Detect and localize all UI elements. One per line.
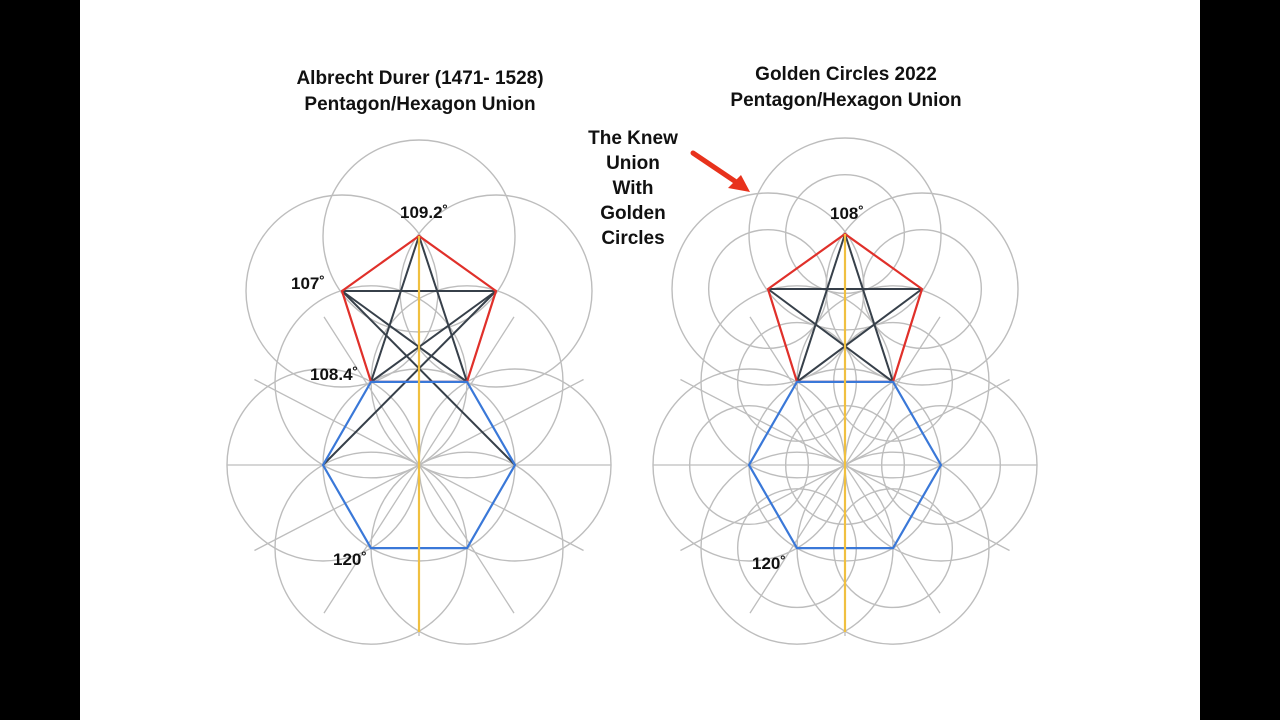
- angle-label: 108.4˚: [310, 365, 358, 384]
- annotation-line: The Knew: [588, 128, 678, 149]
- durer-diagram: [226, 139, 612, 645]
- diagonal-line: [322, 290, 497, 466]
- left-title-line1: Albrecht Durer (1471- 1528): [296, 68, 544, 89]
- right-title: Golden Circles 2022 Pentagon/Hexagon Uni…: [686, 62, 1006, 114]
- annotation-text: The Knew Union With Golden Circles: [573, 126, 693, 251]
- angle-label: 107˚: [291, 274, 325, 293]
- pentagram-line: [370, 290, 497, 383]
- angle-label: 109.2˚: [400, 203, 448, 222]
- pentagram-line: [341, 290, 468, 383]
- slide: [80, 0, 1200, 720]
- hexagon: [747, 380, 943, 550]
- pentagram-line: [796, 288, 923, 383]
- pentagram-line: [767, 288, 894, 383]
- right-title-line2: Pentagon/Hexagon Union: [730, 90, 962, 111]
- pentagram-line: [370, 235, 420, 383]
- annotation-line: With: [612, 178, 654, 199]
- left-title-line2: Pentagon/Hexagon Union: [304, 94, 536, 115]
- golden-circles-diagram: [652, 137, 1038, 645]
- golden-circle: [688, 404, 810, 526]
- golden-circle: [880, 404, 1002, 526]
- right-title-line1: Golden Circles 2022: [755, 64, 937, 85]
- annotation-line: Union: [606, 153, 660, 174]
- angle-label: 120˚: [752, 554, 786, 573]
- hexagon: [321, 380, 517, 550]
- pentagram-line: [418, 235, 468, 383]
- left-title: Albrecht Durer (1471- 1528) Pentagon/Hex…: [250, 66, 590, 118]
- pentagram-line: [796, 233, 846, 383]
- angle-label: 120˚: [333, 550, 367, 569]
- red-arrow-icon: [690, 150, 750, 192]
- annotation-line: Circles: [601, 228, 665, 249]
- angle-label: 108˚: [830, 204, 864, 223]
- diagonal-line: [341, 290, 516, 466]
- annotation-line: Golden: [600, 203, 666, 224]
- pentagram-line: [844, 233, 894, 383]
